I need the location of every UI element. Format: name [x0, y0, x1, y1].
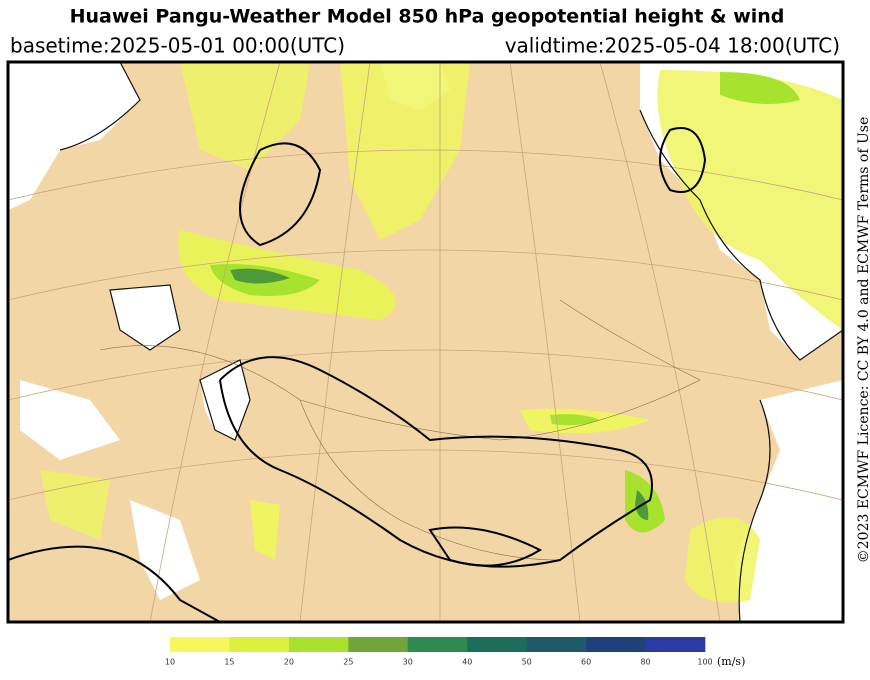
- colorbar-segment: [407, 637, 468, 652]
- colorbar-tick-label: 30: [403, 658, 413, 667]
- contour: [8, 545, 221, 622]
- contour: [659, 127, 707, 193]
- ocean: [735, 380, 843, 622]
- wind-area: [720, 72, 800, 104]
- border: [99, 299, 701, 561]
- validtime: validtime:2025-05-04 18:00(UTC): [505, 34, 840, 58]
- colorbar-segment: [586, 637, 646, 652]
- colorbar-tick-label: 40: [462, 658, 472, 667]
- wind-area: [230, 268, 290, 284]
- sea: [110, 285, 180, 350]
- map: [8, 62, 843, 622]
- colorbar-unit: (m/s): [717, 655, 745, 668]
- wind-area: [180, 62, 310, 170]
- wind-area: [40, 470, 110, 540]
- colorbar-tick-label: 15: [224, 658, 234, 667]
- sea: [130, 500, 200, 600]
- wind-area: [250, 500, 280, 560]
- map-frame: [6, 60, 845, 624]
- sea: [20, 380, 120, 460]
- contour: [219, 356, 653, 568]
- colorbar-segment: [229, 637, 290, 652]
- wind-area: [685, 517, 760, 603]
- colorbar-tick-label: 25: [343, 658, 353, 667]
- colorbar-segment: [170, 637, 230, 652]
- title: Huawei Pangu-Weather Model 850 hPa geopo…: [70, 6, 785, 28]
- colorbar-tick-label: 50: [522, 658, 532, 667]
- graticule: [8, 62, 843, 622]
- licence: ©2023 ECMWF Licence: CC BY 4.0 and ECMWF…: [856, 117, 870, 564]
- colorbar-tick-label: 80: [640, 658, 650, 667]
- wind-area: [340, 62, 470, 240]
- wind-area: [550, 414, 600, 426]
- basetime: basetime:2025-05-01 00:00(UTC): [10, 34, 345, 58]
- colorbar-tick-label: 10: [165, 658, 175, 667]
- colorbar: 10 15 20 25 30 40 50 60 80 100: [165, 637, 713, 667]
- colorbar-tick-label: 100: [697, 658, 712, 667]
- colorbar-tick-label: 20: [284, 658, 294, 667]
- colorbar-segment: [467, 637, 527, 652]
- colorbar-tick-label: 60: [581, 658, 591, 667]
- colorbar-segment: [526, 637, 587, 652]
- contour: [239, 142, 322, 247]
- wind-area: [657, 70, 843, 330]
- colorbar-segment: [645, 637, 706, 652]
- colorbar-segment: [288, 637, 349, 652]
- colorbar-segment: [348, 637, 409, 652]
- ocean: [8, 62, 140, 210]
- coastline: [59, 62, 843, 622]
- contour: [428, 526, 543, 567]
